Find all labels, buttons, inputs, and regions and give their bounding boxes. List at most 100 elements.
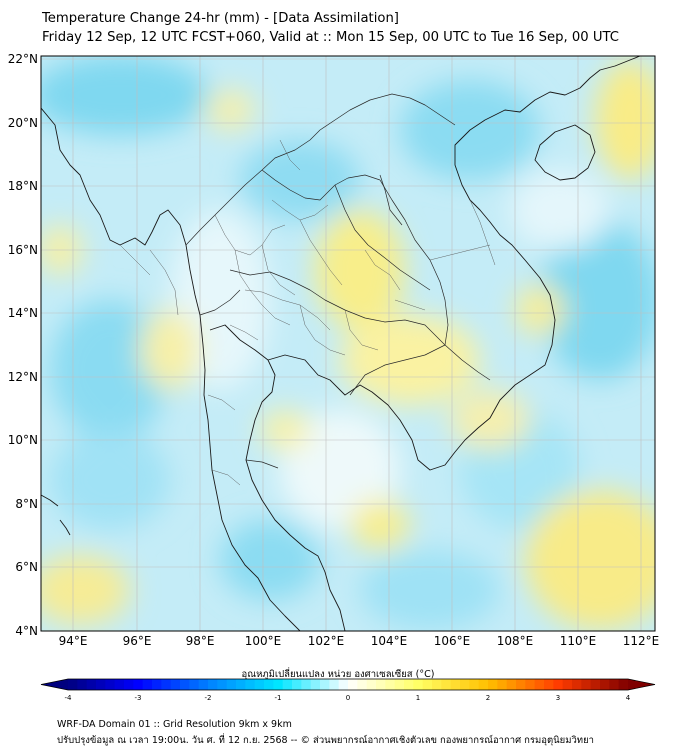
colorbar-cell	[301, 679, 312, 690]
colorbar-cell	[488, 679, 498, 690]
colorbar-tick: -3	[135, 694, 142, 702]
colorbar-cell	[376, 679, 386, 690]
colorbar-min-extend	[41, 679, 68, 690]
map-title: Temperature Change 24-hr (mm) - [Data As…	[42, 11, 399, 26]
colorbar-cell	[460, 679, 470, 690]
colorbar-cell	[572, 679, 582, 690]
colorbar-cell	[581, 679, 592, 690]
lon-label: 102°E	[308, 634, 345, 648]
colorbar-cell	[348, 679, 358, 690]
colorbar-cell	[516, 679, 526, 690]
colorbar-cell	[68, 679, 78, 690]
colorbar-cell	[618, 679, 629, 690]
graticule	[41, 56, 655, 631]
colorbar-cell	[133, 679, 144, 690]
colorbar-cell	[562, 679, 573, 690]
colorbar-cell	[413, 679, 424, 690]
colorbar-cell	[245, 679, 256, 690]
lat-label: 8°N	[15, 497, 38, 511]
colorbar-cell	[469, 679, 480, 690]
lon-label: 96°E	[123, 634, 152, 648]
lat-label: 14°N	[8, 306, 38, 320]
colorbar-cell	[264, 679, 274, 690]
colorbar-cell	[422, 679, 433, 690]
colorbar-cell	[609, 679, 620, 690]
colorbar-tick: 4	[626, 694, 631, 702]
colorbar-cell	[282, 679, 293, 690]
lon-label: 108°E	[497, 634, 534, 648]
colorbar-cell	[600, 679, 610, 690]
lon-label: 110°E	[560, 634, 597, 648]
lon-label: 100°E	[245, 634, 282, 648]
colorbar-cells	[41, 679, 655, 690]
map-subtitle: Friday 12 Sep, 12 UTC FCST+060, Valid at…	[42, 30, 619, 45]
colorbar-tick: 2	[486, 694, 490, 702]
colorbar: -4 -3 -2 -1 0 1 2 3 4	[40, 678, 656, 702]
colorbar-cell	[189, 679, 200, 690]
lon-label: 106°E	[434, 634, 471, 648]
colorbar-cell	[329, 679, 340, 690]
colorbar-label: อุณหภูมิเปลี่ยนแปลง หน่วย องศาเซลเซียส (…	[241, 669, 435, 680]
colorbar-tick: 1	[416, 694, 420, 702]
lat-label: 10°N	[8, 433, 38, 447]
lat-label: 16°N	[8, 243, 38, 257]
colorbar-cell	[385, 679, 396, 690]
colorbar-cell	[114, 679, 125, 690]
colorbar-cell	[142, 679, 153, 690]
lat-label: 12°N	[8, 370, 38, 384]
colorbar-cell	[394, 679, 405, 690]
colorbar-cell	[338, 679, 349, 690]
colorbar-max-extend	[628, 679, 655, 690]
colorbar-tick: -2	[205, 694, 212, 702]
colorbar-cell	[77, 679, 88, 690]
lon-label: 98°E	[186, 634, 215, 648]
colorbar-cell	[544, 679, 554, 690]
colorbar-cell	[497, 679, 508, 690]
colorbar-cell	[217, 679, 228, 690]
colorbar-cell	[105, 679, 116, 690]
colorbar-tick: -1	[275, 694, 282, 702]
colorbar-cell	[590, 679, 601, 690]
colorbar-ticks: -4 -3 -2 -1 0 1 2 3 4	[65, 694, 631, 702]
country-borders	[185, 93, 491, 469]
colorbar-cell	[357, 679, 368, 690]
colorbar-cell	[432, 679, 442, 690]
colorbar-cell	[208, 679, 218, 690]
colorbar-cell	[450, 679, 461, 690]
colorbar-cell	[320, 679, 330, 690]
colorbar-tick: 3	[556, 694, 560, 702]
colorbar-cell	[236, 679, 246, 690]
footer-update-info: ปรับปรุงข้อมูล ณ เวลา 19:00น. วัน ศ. ที่…	[57, 735, 594, 746]
lat-label: 20°N	[8, 116, 38, 130]
province-borders	[119, 139, 496, 486]
colorbar-cell	[478, 679, 489, 690]
colorbar-cell	[86, 679, 97, 690]
colorbar-cell	[441, 679, 452, 690]
colorbar-cell	[534, 679, 545, 690]
colorbar-cell	[404, 679, 414, 690]
colorbar-outline	[40, 678, 656, 691]
temperature-change-map: 22°N 20°N 18°N 16°N 14°N 12°N 10°N 8°N 6…	[8, 52, 660, 648]
temperature-field	[41, 56, 655, 631]
lat-label: 22°N	[8, 52, 38, 66]
colorbar-cell	[506, 679, 517, 690]
map-frame	[40, 55, 656, 632]
colorbar-tick: 0	[346, 694, 350, 702]
colorbar-cell	[161, 679, 172, 690]
lon-label: 112°E	[623, 634, 660, 648]
colorbar-cell	[198, 679, 209, 690]
colorbar-cell	[292, 679, 302, 690]
colorbar-cell	[273, 679, 284, 690]
colorbar-cell	[124, 679, 134, 690]
lon-label: 104°E	[371, 634, 408, 648]
colorbar-tick: -4	[65, 694, 73, 702]
colorbar-cell	[553, 679, 564, 690]
lat-label: 4°N	[15, 624, 38, 638]
colorbar-cell	[170, 679, 181, 690]
longitude-labels: 94°E 96°E 98°E 100°E 102°E 104°E 106°E 1…	[59, 634, 660, 648]
lon-label: 94°E	[59, 634, 88, 648]
colorbar-cell	[310, 679, 321, 690]
colorbar-cell	[96, 679, 106, 690]
latitude-labels: 22°N 20°N 18°N 16°N 14°N 12°N 10°N 8°N 6…	[8, 52, 38, 638]
lat-label: 18°N	[8, 179, 38, 193]
